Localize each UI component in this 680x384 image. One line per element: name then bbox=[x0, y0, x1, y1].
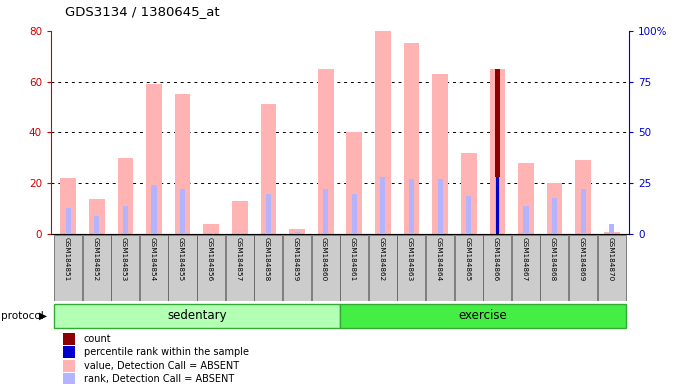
Bar bbox=[169, 235, 197, 301]
Bar bbox=[260, 104, 276, 234]
Bar bbox=[180, 189, 185, 234]
Bar bbox=[575, 161, 591, 234]
Bar bbox=[61, 178, 76, 234]
Bar bbox=[524, 206, 528, 234]
Bar bbox=[541, 235, 568, 301]
Text: GSM184860: GSM184860 bbox=[321, 237, 327, 281]
Bar bbox=[609, 224, 615, 234]
Bar bbox=[63, 360, 75, 372]
Text: GSM184858: GSM184858 bbox=[264, 237, 270, 281]
Bar bbox=[547, 184, 562, 234]
Text: GSM184856: GSM184856 bbox=[207, 237, 213, 281]
Bar bbox=[598, 235, 626, 301]
Bar bbox=[63, 373, 75, 384]
Bar bbox=[82, 235, 111, 301]
Bar bbox=[289, 229, 305, 234]
Bar bbox=[461, 153, 477, 234]
Text: GSM184867: GSM184867 bbox=[522, 237, 528, 281]
Bar bbox=[369, 235, 397, 301]
Bar bbox=[232, 201, 248, 234]
Text: GDS3134 / 1380645_at: GDS3134 / 1380645_at bbox=[65, 5, 219, 18]
Bar bbox=[512, 235, 540, 301]
Bar bbox=[226, 235, 254, 301]
Text: GSM184864: GSM184864 bbox=[436, 237, 441, 281]
Bar bbox=[466, 195, 471, 234]
Bar bbox=[352, 194, 357, 234]
Bar bbox=[266, 194, 271, 234]
Bar bbox=[294, 232, 300, 234]
Text: GSM184855: GSM184855 bbox=[178, 237, 184, 281]
Bar bbox=[404, 43, 420, 234]
Bar bbox=[89, 199, 105, 234]
Text: GSM184866: GSM184866 bbox=[493, 237, 499, 281]
Bar bbox=[140, 235, 168, 301]
Bar bbox=[409, 179, 414, 234]
Bar bbox=[490, 69, 505, 234]
Bar bbox=[197, 235, 225, 301]
Text: GSM184869: GSM184869 bbox=[579, 237, 585, 281]
Bar bbox=[380, 177, 386, 234]
Bar bbox=[112, 235, 139, 301]
Text: GSM184863: GSM184863 bbox=[407, 237, 413, 281]
Bar bbox=[340, 235, 368, 301]
Bar bbox=[495, 69, 500, 234]
Bar bbox=[604, 232, 619, 234]
Bar bbox=[63, 333, 75, 345]
Bar bbox=[123, 206, 128, 234]
Bar bbox=[432, 74, 448, 234]
Bar bbox=[283, 235, 311, 301]
Bar bbox=[95, 216, 99, 234]
Bar bbox=[495, 177, 500, 234]
Bar bbox=[175, 94, 190, 234]
Text: GSM184862: GSM184862 bbox=[378, 237, 384, 281]
Bar bbox=[65, 208, 71, 234]
Bar bbox=[496, 177, 499, 234]
Bar bbox=[340, 304, 626, 328]
Text: protocol: protocol bbox=[1, 311, 44, 321]
Bar bbox=[397, 235, 426, 301]
Text: GSM184868: GSM184868 bbox=[550, 237, 556, 281]
Bar bbox=[203, 224, 219, 234]
Bar bbox=[569, 235, 597, 301]
Bar bbox=[375, 31, 391, 234]
Text: GSM184857: GSM184857 bbox=[235, 237, 241, 281]
Bar bbox=[318, 69, 334, 234]
Text: GSM184853: GSM184853 bbox=[121, 237, 127, 281]
Text: GSM184870: GSM184870 bbox=[607, 237, 613, 281]
Bar bbox=[483, 235, 511, 301]
Bar bbox=[54, 235, 82, 301]
Text: count: count bbox=[84, 334, 112, 344]
Bar bbox=[311, 235, 339, 301]
Text: value, Detection Call = ABSENT: value, Detection Call = ABSENT bbox=[84, 361, 239, 371]
Bar bbox=[146, 84, 162, 234]
Text: rank, Detection Call = ABSENT: rank, Detection Call = ABSENT bbox=[84, 374, 234, 384]
Bar bbox=[518, 163, 534, 234]
Bar bbox=[54, 304, 340, 328]
Bar bbox=[346, 132, 362, 234]
Bar bbox=[581, 189, 585, 234]
Bar bbox=[552, 198, 557, 234]
Bar bbox=[323, 189, 328, 234]
Text: GSM184859: GSM184859 bbox=[292, 237, 299, 281]
Bar bbox=[63, 346, 75, 358]
Text: GSM184852: GSM184852 bbox=[92, 237, 98, 281]
Bar bbox=[118, 158, 133, 234]
Bar bbox=[426, 235, 454, 301]
Text: GSM184861: GSM184861 bbox=[350, 237, 356, 281]
Bar bbox=[455, 235, 483, 301]
Text: GSM184851: GSM184851 bbox=[64, 237, 69, 281]
Bar bbox=[254, 235, 282, 301]
Text: percentile rank within the sample: percentile rank within the sample bbox=[84, 347, 249, 357]
Text: ▶: ▶ bbox=[39, 311, 48, 321]
Bar bbox=[437, 179, 443, 234]
Text: sedentary: sedentary bbox=[167, 310, 226, 322]
Text: GSM184854: GSM184854 bbox=[150, 237, 156, 281]
Text: exercise: exercise bbox=[459, 310, 507, 322]
Bar bbox=[152, 185, 156, 234]
Text: GSM184865: GSM184865 bbox=[464, 237, 470, 281]
